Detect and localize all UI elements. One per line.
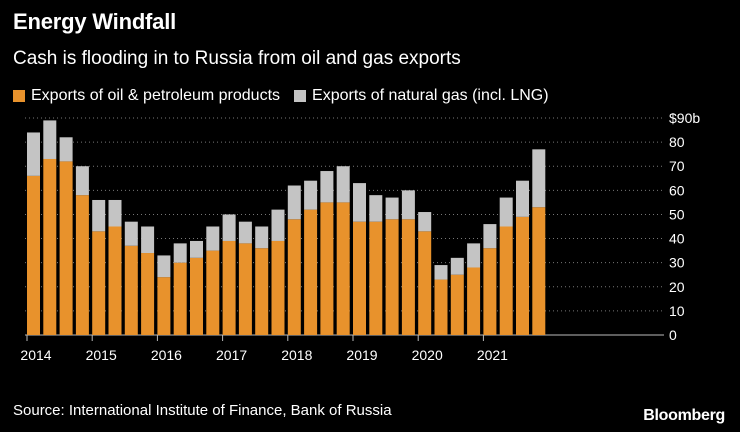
bar-gas [27,132,40,176]
bar-gas [190,240,203,258]
bar-gas [304,180,318,210]
bar-gas [222,214,236,241]
bar-oil [75,195,89,335]
bar-gas [141,226,155,254]
bar-oil [287,219,301,335]
bar-gas [75,166,89,196]
bar-gas [434,265,448,280]
legend-label-oil: Exports of oil & petroleum products [31,87,281,104]
bar-oil [401,219,415,335]
chart-title: Energy Windfall [13,9,177,34]
bar-oil [190,257,203,335]
x-tick-label: 2017 [216,347,247,363]
bar-oil [173,262,187,335]
bar-oil [141,253,155,335]
x-tick-label: 2020 [412,347,443,363]
y-tick-label: 80 [669,134,685,150]
bar-gas [206,226,220,251]
legend-item-gas: Exports of natural gas (incl. LNG) [294,87,549,105]
bar-gas [483,224,497,249]
bar-gas [255,226,269,249]
bar-oil [499,226,513,335]
bar-oil [271,240,285,335]
bar-gas [450,257,464,275]
legend-label-gas: Exports of natural gas (incl. LNG) [312,87,549,104]
x-tick-label: 2016 [151,347,182,363]
bar-oil [222,240,236,335]
chart-subtitle: Cash is flooding in to Russia from oil a… [13,48,461,69]
bar-oil [27,175,40,335]
bar-oil [304,209,318,335]
bar-gas [108,199,122,227]
y-tick-label: 70 [669,158,685,174]
bar-gas [157,255,171,278]
bar-oil [516,216,529,335]
bar-gas [385,197,399,220]
y-tick-label: 20 [669,279,685,295]
bar-gas [59,137,73,162]
bar-oil [206,250,220,335]
y-tick-label: 30 [669,255,685,271]
legend-swatch-oil [13,90,25,102]
bar-gas [92,199,106,232]
bar-oil [43,158,57,335]
bar-gas [271,209,285,241]
bar-oil [108,226,122,335]
x-tick-label: 2018 [281,347,312,363]
bar-oil [157,277,171,335]
bar-gas [401,190,415,220]
bar-oil [255,248,269,335]
bar-oil [92,231,106,335]
x-tick-label: 2014 [20,347,51,363]
bar-oil [434,279,448,335]
legend-item-oil: Exports of oil & petroleum products [13,87,280,105]
x-tick-label: 2015 [86,347,117,363]
y-tick-label: 60 [669,182,685,198]
y-tick-label: 10 [669,303,685,319]
bar-oil [369,221,383,335]
bar-oil [450,274,464,335]
y-tick-label: 40 [669,231,685,247]
bar-gas [238,221,252,244]
bar-gas [124,221,138,246]
bar-oil [532,207,546,335]
bar-oil [124,245,138,335]
bar-gas [287,185,301,220]
bar-oil [59,161,73,335]
bar-gas [418,212,432,232]
y-tick-label: $90b [669,110,700,126]
bar-oil [385,219,399,335]
bar-gas [532,149,546,208]
bar-gas [353,183,366,222]
bar-oil [238,243,252,335]
bar-gas [320,171,334,203]
bar-gas [173,243,187,263]
bar-oil [483,248,497,335]
bar-gas [499,197,513,227]
legend-swatch-gas [294,90,307,102]
bar-oil [336,202,350,335]
y-tick-label: 0 [669,327,677,343]
bar-gas [336,166,350,203]
legend: Exports of oil & petroleum products Expo… [13,87,563,105]
source-note: Source: International Institute of Finan… [13,402,392,419]
y-tick-label: 50 [669,206,685,222]
x-tick-label: 2021 [477,347,508,363]
bloomberg-logo: Bloomberg [643,407,725,424]
bar-oil [353,221,366,335]
bar-gas [516,180,529,217]
bar-oil [418,231,432,335]
bar-oil [320,202,334,335]
bar-gas [467,243,481,268]
x-tick-label: 2019 [346,347,377,363]
bar-oil [467,267,481,335]
bar-gas [369,195,383,222]
bar-gas [43,120,57,159]
